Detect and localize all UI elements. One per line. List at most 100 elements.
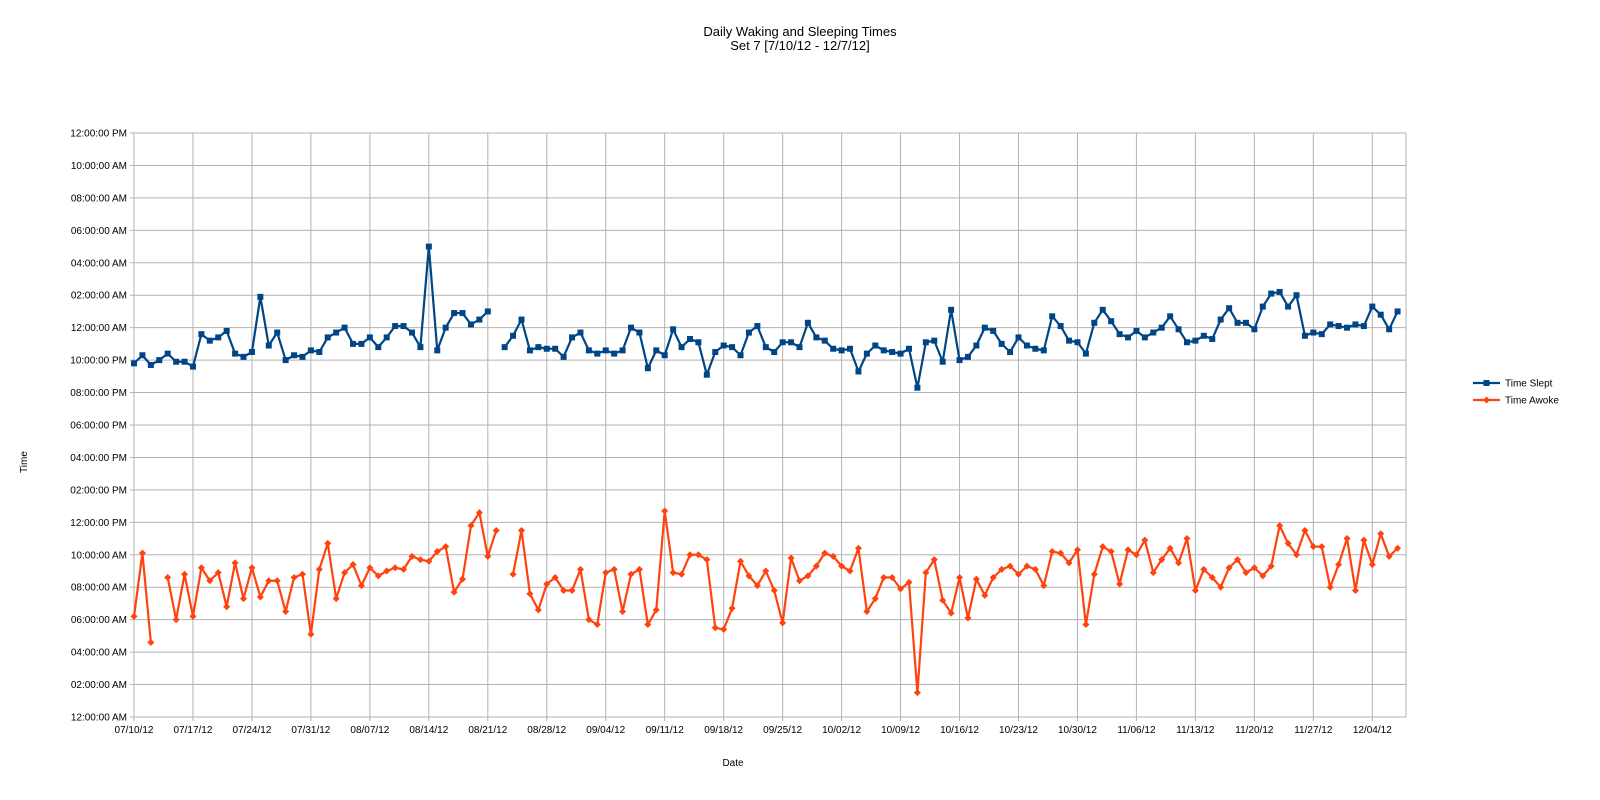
data-point	[1369, 303, 1376, 310]
x-tick-label: 09/04/12	[586, 725, 625, 736]
data-point	[1023, 342, 1030, 349]
chart-subtitle: Set 7 [7/10/12 - 12/7/12]	[730, 38, 870, 53]
y-tick-label: 12:00:00 PM	[70, 518, 127, 529]
data-point	[476, 316, 483, 323]
x-tick-label: 07/24/12	[232, 725, 271, 736]
data-point	[366, 564, 374, 572]
data-point	[484, 308, 491, 315]
data-point	[1048, 548, 1056, 556]
series-line	[511, 509, 1399, 694]
data-point	[779, 339, 786, 346]
data-point	[501, 344, 508, 351]
x-tick-label: 08/28/12	[527, 725, 566, 736]
data-point	[1284, 539, 1292, 547]
y-tick-label: 12:00:00 AM	[71, 323, 127, 334]
data-point	[366, 334, 373, 341]
data-point	[560, 353, 567, 360]
data-point	[417, 344, 424, 351]
data-point	[1335, 561, 1343, 569]
x-tick-label: 07/10/12	[115, 725, 154, 736]
data-point	[1141, 536, 1149, 544]
data-point	[1318, 331, 1325, 338]
data-point	[1386, 326, 1393, 333]
data-point	[316, 349, 323, 355]
y-tick-label: 04:00:00 AM	[71, 258, 127, 269]
data-point	[1394, 544, 1402, 552]
data-point	[1209, 336, 1216, 343]
data-point	[1352, 321, 1359, 328]
data-point	[1200, 332, 1207, 339]
data-point	[459, 310, 466, 317]
data-point	[854, 544, 862, 552]
data-point	[973, 342, 980, 349]
data-point	[762, 344, 769, 351]
data-point	[475, 509, 483, 517]
data-point	[1116, 331, 1123, 338]
y-tick-label: 08:00:00 AM	[71, 193, 127, 204]
data-point	[1183, 339, 1190, 346]
data-point	[728, 604, 736, 612]
data-point	[374, 572, 382, 580]
data-point	[138, 549, 146, 557]
data-point	[1133, 327, 1140, 334]
data-point	[998, 340, 1005, 347]
data-point	[1049, 313, 1056, 320]
x-tick-label: 09/25/12	[763, 725, 802, 736]
data-point	[1082, 621, 1090, 629]
data-point	[880, 573, 888, 581]
data-point	[341, 324, 348, 331]
data-point	[274, 329, 281, 336]
data-point	[569, 334, 576, 341]
data-point	[813, 334, 820, 341]
data-point	[880, 347, 887, 354]
data-point	[1192, 337, 1199, 344]
data-point	[585, 616, 593, 624]
data-point	[425, 243, 432, 250]
data-point	[189, 363, 196, 370]
data-point	[535, 344, 542, 351]
data-point	[619, 608, 627, 616]
data-point	[1074, 339, 1081, 346]
data-point	[1268, 290, 1275, 297]
x-tick-label: 09/18/12	[704, 725, 743, 736]
chart-title-block: Daily Waking and Sleeping Times Set 7 [7…	[0, 25, 1600, 53]
data-point	[989, 573, 997, 581]
x-tick-label: 07/31/12	[291, 725, 330, 736]
data-point	[1285, 303, 1292, 310]
data-point	[139, 352, 146, 359]
data-point	[265, 577, 273, 585]
data-point	[610, 565, 618, 573]
data-point	[1234, 319, 1241, 326]
data-point	[1082, 350, 1089, 357]
data-point	[703, 556, 711, 564]
data-point	[1175, 559, 1183, 567]
data-point	[796, 344, 803, 351]
data-point	[737, 352, 744, 359]
data-point	[1360, 323, 1367, 330]
data-point	[164, 573, 172, 581]
data-point	[1149, 569, 1157, 577]
data-point	[298, 570, 306, 578]
data-point	[349, 561, 357, 569]
data-point	[636, 329, 643, 336]
data-point	[913, 689, 921, 697]
data-point	[375, 344, 382, 351]
data-point	[712, 349, 719, 355]
x-tick-label: 10/30/12	[1058, 725, 1097, 736]
data-point	[1343, 535, 1351, 543]
data-point	[341, 569, 349, 577]
x-tick-label: 10/09/12	[881, 725, 920, 736]
data-point	[788, 339, 795, 346]
data-point	[442, 543, 450, 551]
data-point	[678, 344, 685, 351]
data-point	[804, 319, 811, 326]
x-tick-label: 07/17/12	[173, 725, 212, 736]
data-point	[1385, 552, 1393, 560]
data-point	[173, 358, 180, 365]
chart-title: Daily Waking and Sleeping Times	[703, 24, 897, 39]
y-tick-label: 04:00:00 PM	[70, 453, 127, 464]
data-point	[265, 342, 272, 349]
data-point	[1007, 349, 1014, 355]
data-point	[552, 345, 559, 352]
data-point	[1091, 319, 1098, 326]
